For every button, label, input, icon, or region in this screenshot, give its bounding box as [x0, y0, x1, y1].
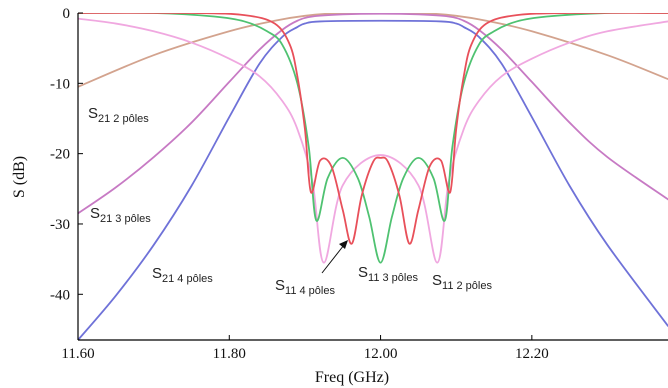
x-tick-label: 11.80: [213, 346, 246, 362]
annotation-s21-4-p-les: S21 4 pôles: [152, 265, 213, 285]
annotation-s11-3-p-les: S11 3 pôles: [358, 264, 418, 284]
series-line-s21-2-p-les: [78, 13, 668, 87]
y-tick-label: -30: [50, 217, 70, 233]
x-axis-title: Freq (GHz): [315, 369, 389, 386]
y-tick-label: -40: [50, 287, 70, 303]
annotation-s11-2-p-les: S11 2 pôles: [432, 272, 492, 292]
curve-annotations: S21 2 pôles S21 3 pôles S21 4 pôles S11 4 p…: [88, 105, 492, 297]
arrow-head: [339, 240, 348, 249]
tick-labels: 11.60 11.80 12.00 12.20 0 -10 -20 -30 -40: [50, 6, 549, 362]
series-curves: [78, 13, 668, 340]
x-tick-label: 11.60: [61, 346, 94, 362]
y-tick-label: 0: [63, 6, 71, 22]
y-tick-label: -10: [50, 76, 70, 92]
y-tick-label: -20: [50, 147, 70, 163]
series-line-s21-3-p-les: [78, 14, 668, 214]
x-tick-label: 12.00: [364, 346, 398, 362]
axes: [78, 13, 668, 340]
y-axis-title: S (dB): [11, 156, 28, 198]
annotation-s21-2-p-les: S21 2 pôles: [88, 105, 149, 125]
annotation-s11-4-p-les: S11 4 pôles: [275, 277, 335, 297]
x-tick-label: 12.20: [515, 346, 549, 362]
series-line-s11-4-p-les: [78, 13, 668, 244]
annotation-s21-3-p-les: S21 3 pôles: [90, 205, 151, 225]
series-line-s21-4-p-les: [78, 21, 668, 340]
